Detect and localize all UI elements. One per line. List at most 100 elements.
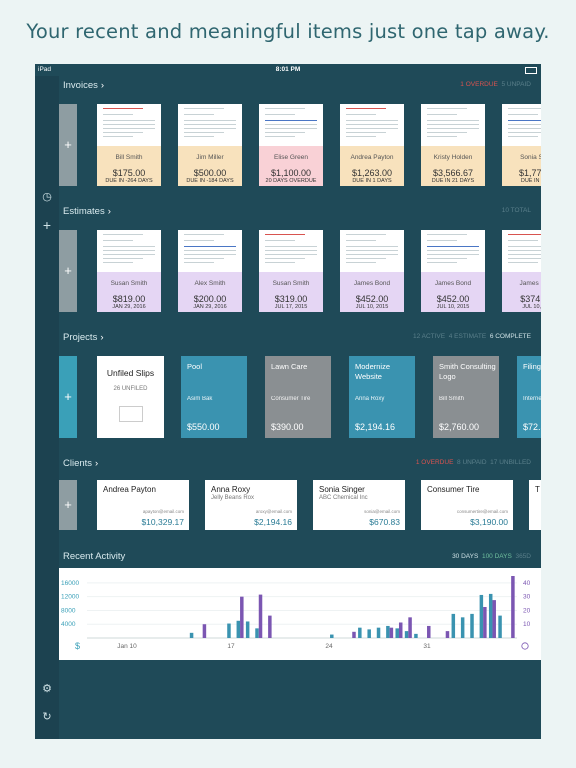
project-card[interactable]: Filing Interne $72.5 [517, 356, 541, 438]
timer-icon[interactable]: ◷ [42, 191, 52, 203]
document-line [508, 246, 541, 247]
invoice-card-footer: Bill Smith $175.00 DUE IN -264 DAYS [97, 146, 161, 186]
invoice-card[interactable]: Jim Miller $500.00 DUE IN -184 DAYS [178, 104, 242, 186]
estimates-total[interactable]: 10 TOTAL [501, 207, 531, 214]
projects-header[interactable]: Projects › [63, 332, 104, 343]
document-line [103, 120, 155, 121]
estimate-card[interactable]: James Bond $452.00 JUL 10, 2015 [421, 230, 485, 312]
clients-unbilled[interactable]: 17 UNBILLED [490, 459, 531, 466]
client-card[interactable]: Consumer Tire consumertire@email.com $3,19… [421, 480, 513, 530]
settings-icon[interactable]: ⚙ [42, 683, 52, 695]
invoice-card-footer: Elise Green $1,100.00 20 DAYS OVERDUE [259, 146, 323, 186]
clients-overdue[interactable]: 1 OVERDUE [415, 459, 454, 466]
add-project-button[interactable]: + [59, 356, 77, 438]
invoice-card[interactable]: Elise Green $1,100.00 20 DAYS OVERDUE [259, 104, 323, 186]
chart-y-right-tick: 30 [523, 594, 531, 601]
estimate-card[interactable]: Susan Smith $319.00 JUL 17, 2015 [259, 230, 323, 312]
client-card[interactable]: Andrea Payton apayton@email.com $10,329.17 [97, 480, 189, 530]
add-icon[interactable]: + [42, 217, 52, 233]
clients-header[interactable]: Clients › [63, 458, 98, 469]
client-company: Jelly Beans Rox [211, 495, 255, 501]
chart-x-tick: 17 [227, 643, 235, 650]
estimate-client-name: James Bond [353, 280, 391, 287]
document-line [103, 262, 133, 263]
estimate-date-note: JUL 17, 2015 [274, 304, 308, 310]
estimate-date-note: JAN 29, 2016 [112, 304, 146, 310]
add-invoice-button[interactable]: + [59, 104, 77, 186]
document-thumbnail [178, 104, 242, 146]
invoices-header[interactable]: Invoices › [63, 80, 104, 91]
range-tab-365[interactable]: 365D [515, 553, 531, 560]
document-line [508, 124, 541, 125]
invoices-unpaid[interactable]: 5 UNPAID [501, 81, 532, 88]
invoice-client-name: Andrea Payton [350, 154, 394, 161]
document-thumbnail [259, 104, 323, 146]
unfiled-slips-card[interactable]: Unfiled Slips 26 UNFILED [97, 356, 164, 438]
project-card[interactable]: Modernize Website Anna Roxy $2,194.16 [349, 356, 415, 438]
estimate-card[interactable]: Susan Smith $819.00 JAN 29, 2016 [97, 230, 161, 312]
marketing-headline: Your recent and meaningful items just on… [26, 20, 550, 43]
estimates-summary: 10 TOTAL [502, 207, 531, 214]
document-line [103, 114, 133, 115]
project-name: Modernize Website [355, 362, 391, 381]
document-line [427, 108, 467, 109]
estimate-card-footer: Susan Smith $819.00 JAN 29, 2016 [97, 272, 161, 312]
invoice-card[interactable]: Bill Smith $175.00 DUE IN -264 DAYS [97, 104, 161, 186]
document-thumbnail [97, 104, 161, 146]
chevron-right-icon: › [107, 206, 111, 217]
estimate-card[interactable]: James Bond $452.00 JUL 10, 2015 [340, 230, 404, 312]
chart-y-left-tick: 4000 [61, 621, 76, 628]
invoices-overdue[interactable]: 1 OVERDUE [460, 81, 498, 88]
project-card[interactable]: Pool Asim Bak $550.00 [181, 356, 247, 438]
client-email: aroxy@email.com [255, 509, 292, 514]
chart-bar [255, 628, 259, 638]
estimate-date-note: JAN 29, 2016 [193, 304, 227, 310]
client-name: Consumer Tire [427, 485, 480, 494]
chart-y-right-tick: 20 [523, 607, 531, 614]
document-line [103, 240, 133, 241]
chevron-right-icon: › [100, 332, 104, 343]
projects-active[interactable]: 12 ACTIVE [412, 333, 446, 340]
chart-x-tick: 31 [423, 643, 431, 650]
projects-estimate[interactable]: 4 ESTIMATE [448, 333, 487, 340]
chart-bar [470, 613, 474, 638]
document-line [346, 128, 398, 129]
add-estimate-button[interactable]: + [59, 230, 77, 312]
left-toolbar: ◷ + ⚙ ↻ [35, 76, 59, 739]
document-line [103, 246, 155, 247]
document-line [184, 128, 236, 129]
range-tab-30[interactable]: 30 DAYS [452, 553, 479, 560]
add-client-button[interactable]: + [59, 480, 77, 530]
document-line [103, 108, 143, 109]
clock-icon [521, 642, 529, 650]
battery-icon [525, 67, 537, 74]
invoice-card[interactable]: Sonia Sin $1,775.DUE IN 21 [502, 104, 541, 186]
client-card[interactable]: T [529, 480, 541, 530]
invoice-card[interactable]: Andrea Payton $1,263.00 DUE IN 1 DAYS [340, 104, 404, 186]
currency-icon: $ [75, 641, 80, 651]
clients-unpaid[interactable]: 8 UNPAID [457, 459, 487, 466]
project-card[interactable]: Lawn Care Consumer Tire $390.00 [265, 356, 331, 438]
client-card[interactable]: Anna Roxy Jelly Beans Rox aroxy@email.com $… [205, 480, 297, 530]
estimate-date-note: JUL 10, 2015 [355, 304, 389, 310]
invoice-amount: $175.00 [112, 168, 146, 178]
document-line [265, 262, 295, 263]
estimate-date-note: JUL 10, 2015 [436, 304, 470, 310]
projects-complete[interactable]: 6 COMPLETE [489, 333, 531, 340]
document-line [346, 132, 386, 133]
chart-bar [352, 631, 356, 638]
document-line [346, 262, 376, 263]
document-line [346, 114, 376, 115]
chart-bar [498, 615, 502, 638]
estimate-card[interactable]: Alex Smith $200.00 JAN 29, 2016 [178, 230, 242, 312]
document-line [184, 262, 214, 263]
client-card[interactable]: Sonia Singer ABC Chemical Inc sonia@email.… [313, 480, 405, 530]
range-tab-100[interactable]: 100 DAYS [481, 553, 512, 560]
estimate-amount: $452.00 [355, 294, 389, 304]
invoice-card[interactable]: Kristy Holden $3,566.67 DUE IN 21 DAYS [421, 104, 485, 186]
estimates-header[interactable]: Estimates › [63, 206, 111, 217]
sync-icon[interactable]: ↻ [42, 711, 52, 723]
project-card[interactable]: Smith Consulting Logo Bill Smith $2,760.00 [433, 356, 499, 438]
document-line [508, 258, 541, 259]
